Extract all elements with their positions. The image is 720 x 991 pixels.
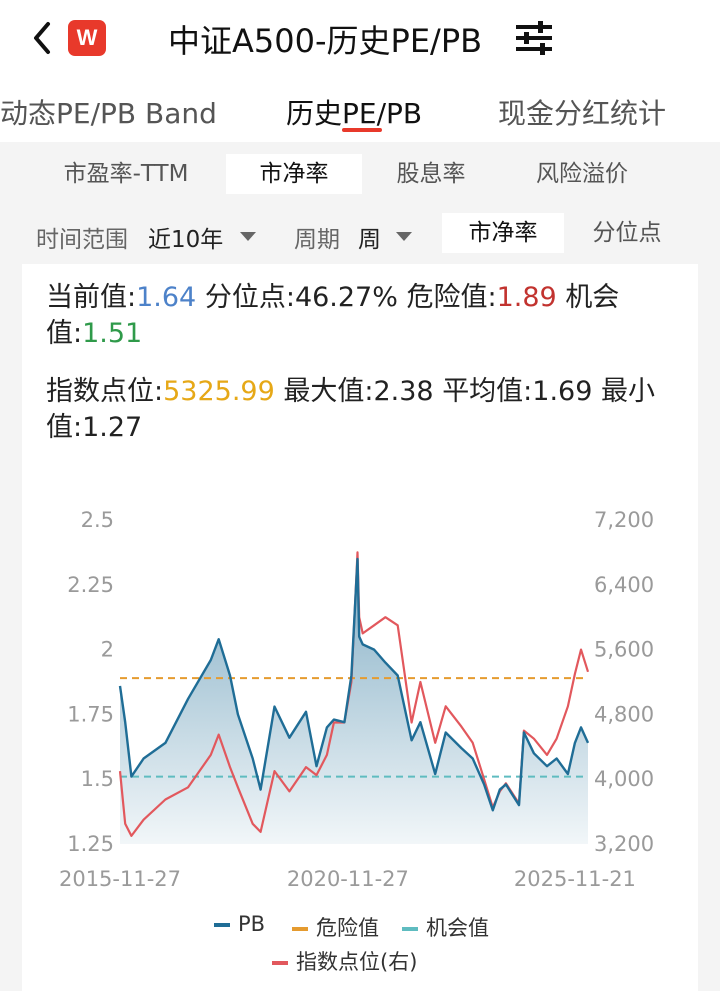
- sliders-icon[interactable]: [514, 20, 554, 56]
- period-dropdown[interactable]: 周: [358, 227, 381, 253]
- left-axis-tick-label: 1.75: [67, 702, 114, 726]
- time-range-caret-icon[interactable]: [240, 232, 256, 241]
- current-label: 当前值:: [46, 282, 137, 313]
- right-axis-tick-label: 5,600: [594, 638, 654, 662]
- left-axis: 2.5 2.25 2 1.75 1.5 1.25: [67, 508, 114, 856]
- metric-tabs: 市盈率-TTM 市净率 股息率 风险溢价: [0, 142, 720, 202]
- legend-index-swatch: [272, 961, 288, 965]
- left-axis-tick-label: 1.25: [67, 832, 114, 856]
- page-title: 中证A500-历史PE/PB: [168, 22, 483, 60]
- right-axis-tick-label: 7,200: [594, 508, 654, 532]
- danger-value: 1.89: [496, 282, 557, 313]
- legend-pb-label: PB: [238, 912, 266, 936]
- time-range-label: 时间范围: [36, 227, 128, 253]
- x-axis-tick-label: 2025-11-21: [514, 867, 636, 891]
- stats-line-1: 当前值:1.64 分位点:46.27% 危险值:1.89 机会值:1.51: [46, 280, 686, 352]
- tab-pb[interactable]: 市净率: [226, 154, 362, 194]
- legend-pb[interactable]: PB: [214, 912, 265, 936]
- mode-percentile-button[interactable]: 分位点: [592, 220, 662, 246]
- x-axis: 2015-11-27 2020-11-27 2025-11-21: [59, 867, 636, 891]
- active-tab-indicator: [342, 128, 382, 132]
- left-axis-tick-label: 1.5: [81, 767, 114, 791]
- chevron-left-icon[interactable]: [28, 18, 58, 58]
- min-value: 1.27: [82, 412, 143, 443]
- tab-dividend-yield[interactable]: 股息率: [396, 161, 466, 187]
- opportunity-value: 1.51: [82, 318, 143, 349]
- legend-index-label: 指数点位(右): [296, 950, 418, 974]
- plot-area: [118, 551, 590, 844]
- max-label: 最大值:: [283, 376, 374, 407]
- right-axis-tick-label: 4,800: [594, 702, 654, 726]
- danger-label: 危险值:: [406, 282, 497, 313]
- legend-opportunity[interactable]: 机会值: [402, 912, 489, 942]
- tab-risk-premium[interactable]: 风险溢价: [536, 161, 628, 187]
- right-axis-tick-label: 6,400: [594, 573, 654, 597]
- min-label: 最小值:: [46, 376, 656, 443]
- index-label: 指数点位:: [46, 376, 164, 407]
- period-caret-icon[interactable]: [396, 232, 412, 241]
- pb-history-chart[interactable]: 2.5 2.25 2 1.75 1.5 1.25 7,200 6,400 5,600 4,800…: [22, 264, 698, 991]
- main-tabs: 动态PE/PB Band 历史PE/PB 现金分红统计: [0, 78, 720, 142]
- legend-danger-label: 危险值: [316, 916, 379, 940]
- legend-danger[interactable]: 危险值: [292, 912, 379, 942]
- current-value: 1.64: [136, 282, 197, 313]
- x-axis-tick-label: 2015-11-27: [59, 867, 181, 891]
- tab-dynamic-pe-pb-band[interactable]: 动态PE/PB Band: [0, 97, 217, 130]
- stats-line-2: 指数点位:5325.99 最大值:2.38 平均值:1.69 最小值:1.27: [46, 374, 686, 446]
- right-axis: 7,200 6,400 5,600 4,800 4,000 3,200: [594, 508, 654, 856]
- legend-index[interactable]: 指数点位(右): [272, 946, 417, 976]
- app-header: W 中证A500-历史PE/PB: [0, 0, 720, 78]
- tab-history-pe-pb[interactable]: 历史PE/PB: [286, 97, 423, 130]
- legend-pb-swatch: [214, 923, 230, 927]
- legend-danger-swatch: [292, 927, 308, 931]
- valuation-card: 当前值:1.64 分位点:46.27% 危险值:1.89 机会值:1.51 指数…: [22, 264, 698, 991]
- right-axis-tick-label: 4,000: [594, 767, 654, 791]
- legend-opportunity-label: 机会值: [426, 916, 489, 940]
- tab-cash-dividend[interactable]: 现金分红统计: [498, 97, 667, 130]
- index-value: 5325.99: [163, 376, 275, 407]
- percentile-label: 分位点:: [204, 282, 295, 313]
- pb-line: [118, 557, 590, 812]
- left-axis-tick-label: 2.5: [81, 508, 114, 532]
- tab-pe-ttm[interactable]: 市盈率-TTM: [63, 161, 189, 187]
- percentile-value: 46.27%: [294, 282, 398, 313]
- pb-area: [120, 558, 588, 844]
- opportunity-label: 机会值:: [46, 282, 620, 349]
- left-axis-tick-label: 2.25: [67, 573, 114, 597]
- mode-pb-button[interactable]: 市净率: [442, 213, 564, 253]
- legend-opportunity-swatch: [402, 927, 418, 931]
- app-logo-icon: W: [68, 20, 106, 56]
- period-label: 周期: [294, 227, 340, 253]
- max-value: 2.38: [373, 376, 434, 407]
- x-axis-tick-label: 2020-11-27: [287, 867, 409, 891]
- filter-bar: 时间范围 近10年 周期 周 市净率 分位点: [0, 202, 720, 262]
- right-axis-tick-label: 3,200: [594, 832, 654, 856]
- avg-label: 平均值:: [442, 376, 533, 407]
- left-axis-tick-label: 2: [101, 638, 114, 662]
- avg-value: 1.69: [532, 376, 593, 407]
- time-range-dropdown[interactable]: 近10年: [148, 227, 224, 253]
